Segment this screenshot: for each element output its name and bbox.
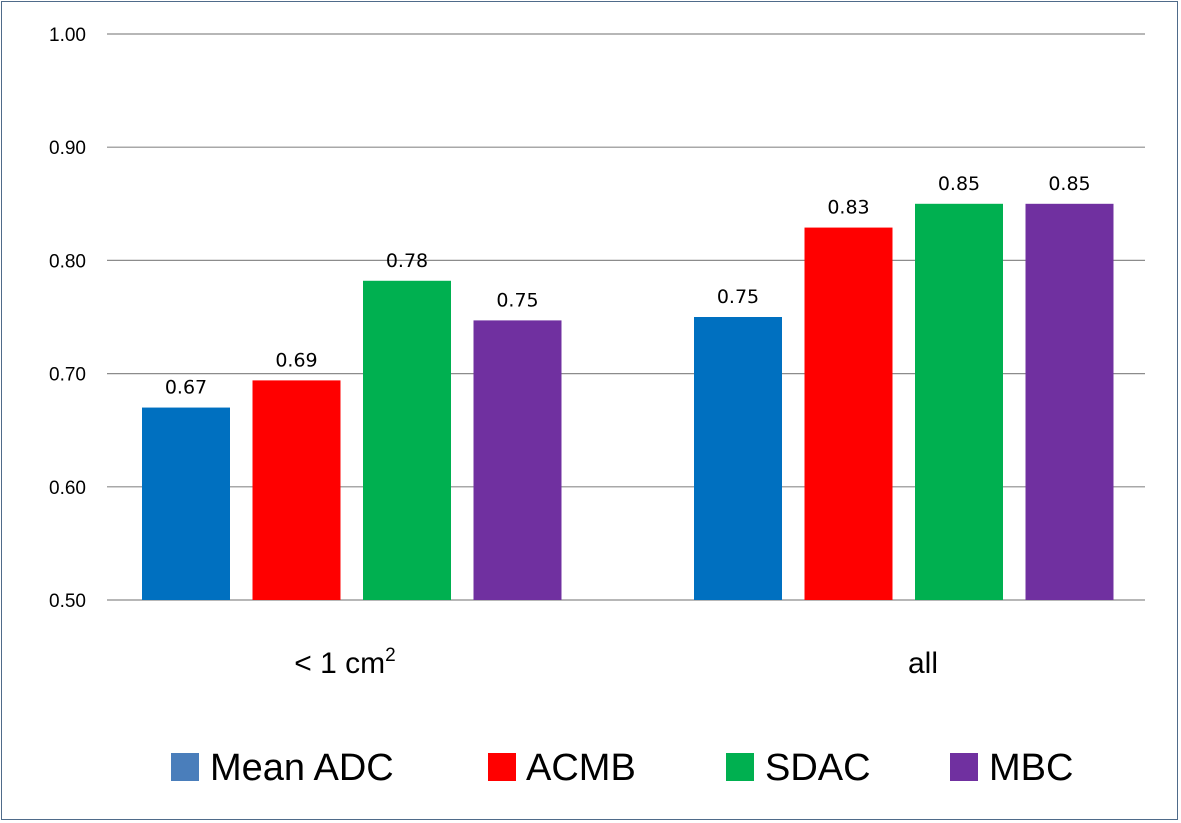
data-label-sdac-2: 0.85 xyxy=(938,173,980,195)
legend-swatch xyxy=(950,753,978,781)
data-label-mean-adc-1: 0.67 xyxy=(165,377,207,399)
data-labels: 0.67 0.75 0.69 0.83 0.78 0.85 0.75 0.85 xyxy=(165,173,1091,399)
y-tick-label: 0.60 xyxy=(49,478,86,499)
legend-label: SDAC xyxy=(765,747,871,789)
legend-label: ACMB xyxy=(526,747,636,789)
data-label-mbc-2: 0.85 xyxy=(1048,173,1090,195)
legend-swatch xyxy=(726,753,754,781)
category-label: < 1 cm2 xyxy=(294,645,395,680)
data-label-mbc-1: 0.75 xyxy=(496,289,538,311)
y-tick-label: 0.90 xyxy=(49,138,86,159)
bar-sdac-2 xyxy=(915,203,1003,601)
legend-swatch xyxy=(171,753,199,781)
bar-acmb-2 xyxy=(804,227,893,600)
y-tick-label: 0.80 xyxy=(49,251,86,272)
bar-mean-adc-1 xyxy=(142,407,230,600)
legend-item-mean-adc: Mean ADC xyxy=(171,747,394,789)
data-label-mean-adc-2: 0.75 xyxy=(717,286,759,308)
data-label-sdac-1: 0.78 xyxy=(386,250,428,272)
y-tick-label: 0.50 xyxy=(49,591,86,612)
y-tick-label: 1.00 xyxy=(49,25,86,46)
legend-swatch xyxy=(488,753,516,781)
category-label: all xyxy=(908,647,938,680)
legend-label: Mean ADC xyxy=(210,747,394,789)
y-axis-ticks: 0.50 0.60 0.70 0.80 0.90 1.00 xyxy=(49,25,86,612)
legend-item-mbc: MBC xyxy=(950,747,1073,789)
bar-mbc-1 xyxy=(473,320,562,600)
bar-mean-adc-2 xyxy=(694,317,782,600)
legend-item-sdac: SDAC xyxy=(726,747,871,789)
y-tick-label: 0.70 xyxy=(49,365,86,386)
legend: Mean ADC ACMB SDAC MBC xyxy=(171,747,1073,789)
legend-item-acmb: ACMB xyxy=(488,747,636,789)
legend-label: MBC xyxy=(989,747,1073,789)
data-label-acmb-1: 0.69 xyxy=(275,349,317,371)
bar-mbc-2 xyxy=(1025,203,1114,601)
bar-sdac-1 xyxy=(363,280,451,600)
bar-acmb-1 xyxy=(252,380,341,600)
data-label-acmb-2: 0.83 xyxy=(827,197,869,219)
x-axis-categories: < 1 cm2 all xyxy=(294,645,938,680)
bars xyxy=(142,203,1114,601)
